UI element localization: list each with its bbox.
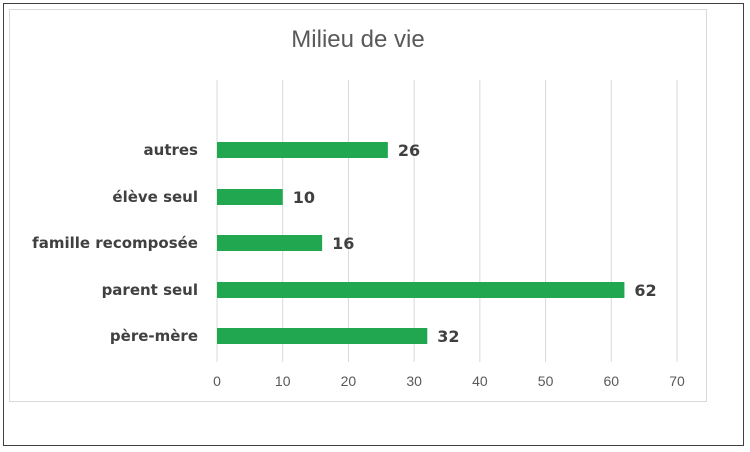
tick-label-60: 60 (603, 373, 619, 389)
gridlines (216, 80, 678, 362)
labels: 0 10 20 30 40 50 60 70 autres 26 élève seul 10 famil… (32, 141, 685, 389)
tick-label-70: 70 (669, 373, 685, 389)
tick-label-10: 10 (275, 373, 291, 389)
bars (217, 142, 625, 344)
category-label-4: père-mère (110, 327, 198, 345)
chart-area (9, 9, 707, 402)
data-label-0: 26 (398, 141, 420, 160)
data-label-4: 32 (437, 327, 459, 346)
tick-label-40: 40 (472, 373, 488, 389)
bar-4 (217, 328, 428, 344)
tick-label-0: 0 (213, 373, 221, 389)
data-label-1: 10 (293, 188, 315, 207)
tick-label-50: 50 (538, 373, 554, 389)
bar-3 (217, 282, 625, 298)
chart-title: Milieu de vie (291, 26, 425, 53)
data-label-3: 62 (634, 281, 656, 300)
data-label-2: 16 (332, 234, 354, 253)
bar-2 (217, 235, 323, 251)
category-label-0: autres (144, 141, 199, 159)
outer-frame (3, 3, 744, 446)
category-label-1: élève seul (112, 188, 198, 206)
bar-1 (217, 189, 283, 205)
tick-label-20: 20 (341, 373, 357, 389)
tick-label-30: 30 (406, 373, 422, 389)
category-label-3: parent seul (102, 281, 198, 299)
category-label-2: famille recomposée (32, 234, 198, 252)
bar-0 (217, 142, 388, 158)
